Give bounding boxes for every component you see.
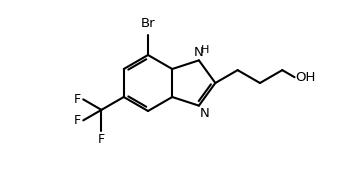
- Text: F: F: [74, 114, 81, 127]
- Text: N: N: [194, 46, 204, 59]
- Text: H: H: [201, 45, 209, 55]
- Text: F: F: [74, 93, 81, 106]
- Text: OH: OH: [295, 71, 316, 84]
- Text: Br: Br: [141, 17, 155, 30]
- Text: F: F: [98, 133, 105, 146]
- Text: N: N: [200, 107, 210, 120]
